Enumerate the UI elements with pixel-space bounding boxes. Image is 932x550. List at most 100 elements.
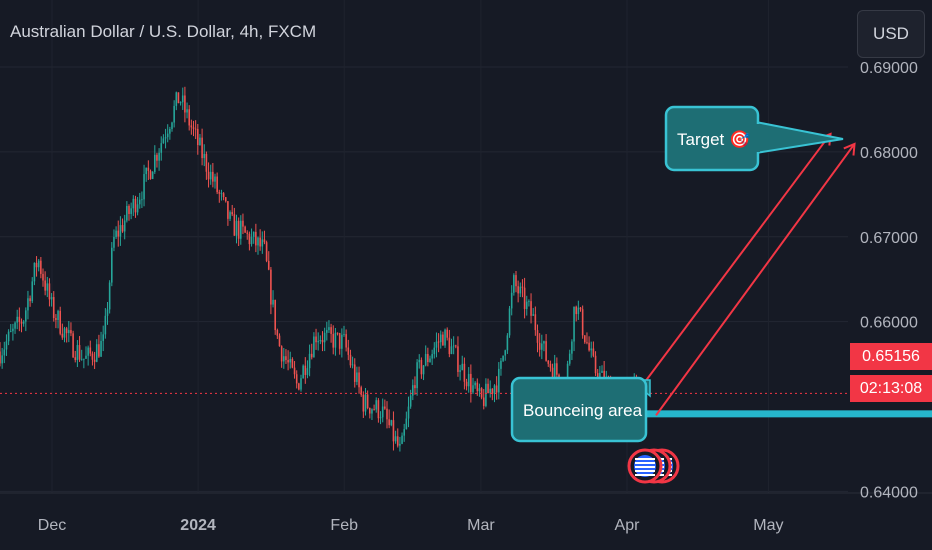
candle-body <box>61 333 64 338</box>
candle-body <box>57 310 59 320</box>
candle-body <box>37 260 40 268</box>
candle-body <box>592 348 595 356</box>
candle-body <box>457 346 459 372</box>
candle-body <box>0 351 1 364</box>
candle-body <box>272 299 274 305</box>
candle-body <box>349 354 352 366</box>
candle-body <box>416 362 418 389</box>
candle-body <box>293 367 296 375</box>
last-price-badge: 0.65156 <box>850 343 932 370</box>
event-flag-stripe <box>635 466 655 468</box>
candle-body <box>332 333 335 348</box>
candle-body <box>493 385 496 394</box>
candle-body <box>70 330 72 334</box>
candle-body <box>222 193 225 198</box>
candle-body <box>194 128 197 130</box>
candle-body <box>44 280 46 291</box>
candle-body <box>420 359 423 375</box>
candle-body <box>543 341 545 344</box>
candle-body <box>218 192 221 194</box>
candle-body <box>179 102 182 104</box>
candle-body <box>336 332 339 334</box>
candle-body <box>235 220 238 236</box>
candle-body <box>517 286 519 294</box>
chart-grid <box>0 66 932 494</box>
candle-body <box>532 314 534 316</box>
candle-body <box>317 341 319 343</box>
x-tick-label: Mar <box>467 517 495 534</box>
candle-body <box>482 397 485 406</box>
candle-body <box>63 328 66 338</box>
y-tick-label: 0.66000 <box>860 315 918 332</box>
candle-body <box>207 171 210 180</box>
candle-body <box>321 340 324 343</box>
candle-body <box>315 336 317 343</box>
candle-body <box>351 364 354 366</box>
candle-body <box>489 388 491 394</box>
candle-body <box>138 199 141 205</box>
candle-body <box>186 109 188 113</box>
candle-body <box>298 383 300 390</box>
chart-title: Australian Dollar / U.S. Dollar, 4h, FXC… <box>10 22 317 41</box>
candle-body <box>164 137 167 139</box>
candle-body <box>467 373 470 387</box>
candle-body <box>192 127 195 129</box>
candle-body <box>106 309 109 316</box>
candle-body <box>197 128 199 145</box>
candle-body <box>450 346 453 355</box>
candle-body <box>500 360 502 369</box>
candle-body <box>319 340 322 342</box>
candle-body <box>169 129 171 134</box>
candle-body <box>261 239 264 247</box>
candle-body <box>437 341 440 343</box>
candle-body <box>162 138 165 144</box>
candle-body <box>504 350 507 356</box>
candle-body <box>364 394 367 412</box>
candle-body <box>270 269 272 305</box>
x-tick-label: Feb <box>330 517 358 534</box>
target-callout-label: Target 🎯 <box>677 130 750 149</box>
event-flag-stripe <box>635 462 655 464</box>
candle-body <box>145 167 147 175</box>
candle-body <box>528 301 530 302</box>
candle-body <box>444 329 446 346</box>
candle-body <box>242 220 244 227</box>
candle-body <box>577 307 580 315</box>
candle-body <box>414 385 416 389</box>
candle-body <box>257 237 259 246</box>
bar-countdown-badge: 02:13:08 <box>850 375 932 402</box>
candle-body <box>523 287 526 309</box>
candle-body <box>199 137 201 145</box>
candle-body <box>474 382 476 386</box>
bounce-callout-box <box>510 376 648 443</box>
candle-body <box>498 368 500 393</box>
candle-body <box>581 309 584 336</box>
candle-body <box>373 409 375 411</box>
candle-body <box>20 321 23 324</box>
candle-body <box>119 225 122 237</box>
candle-body <box>375 400 378 410</box>
candle-body <box>285 356 287 361</box>
candle-body <box>184 95 186 113</box>
candle-body <box>214 176 216 182</box>
candle-body <box>46 283 49 291</box>
candle-body <box>1 355 3 364</box>
candle-body <box>274 299 276 331</box>
candle-body <box>573 306 575 342</box>
candle-body <box>508 308 511 336</box>
candle-body <box>132 198 135 209</box>
candle-body <box>377 400 380 419</box>
candle-body <box>190 125 193 128</box>
candle-body <box>424 353 427 366</box>
y-tick-label: 0.68000 <box>860 145 918 162</box>
candle-body <box>328 327 330 331</box>
candle-body <box>356 372 358 382</box>
candle-body <box>59 310 61 334</box>
candle-body <box>541 343 543 350</box>
candle-body <box>308 353 311 369</box>
currency-button[interactable]: USD <box>857 10 925 58</box>
event-flag-stripe <box>635 470 655 472</box>
candle-body <box>534 314 537 331</box>
candle-body <box>65 328 68 334</box>
